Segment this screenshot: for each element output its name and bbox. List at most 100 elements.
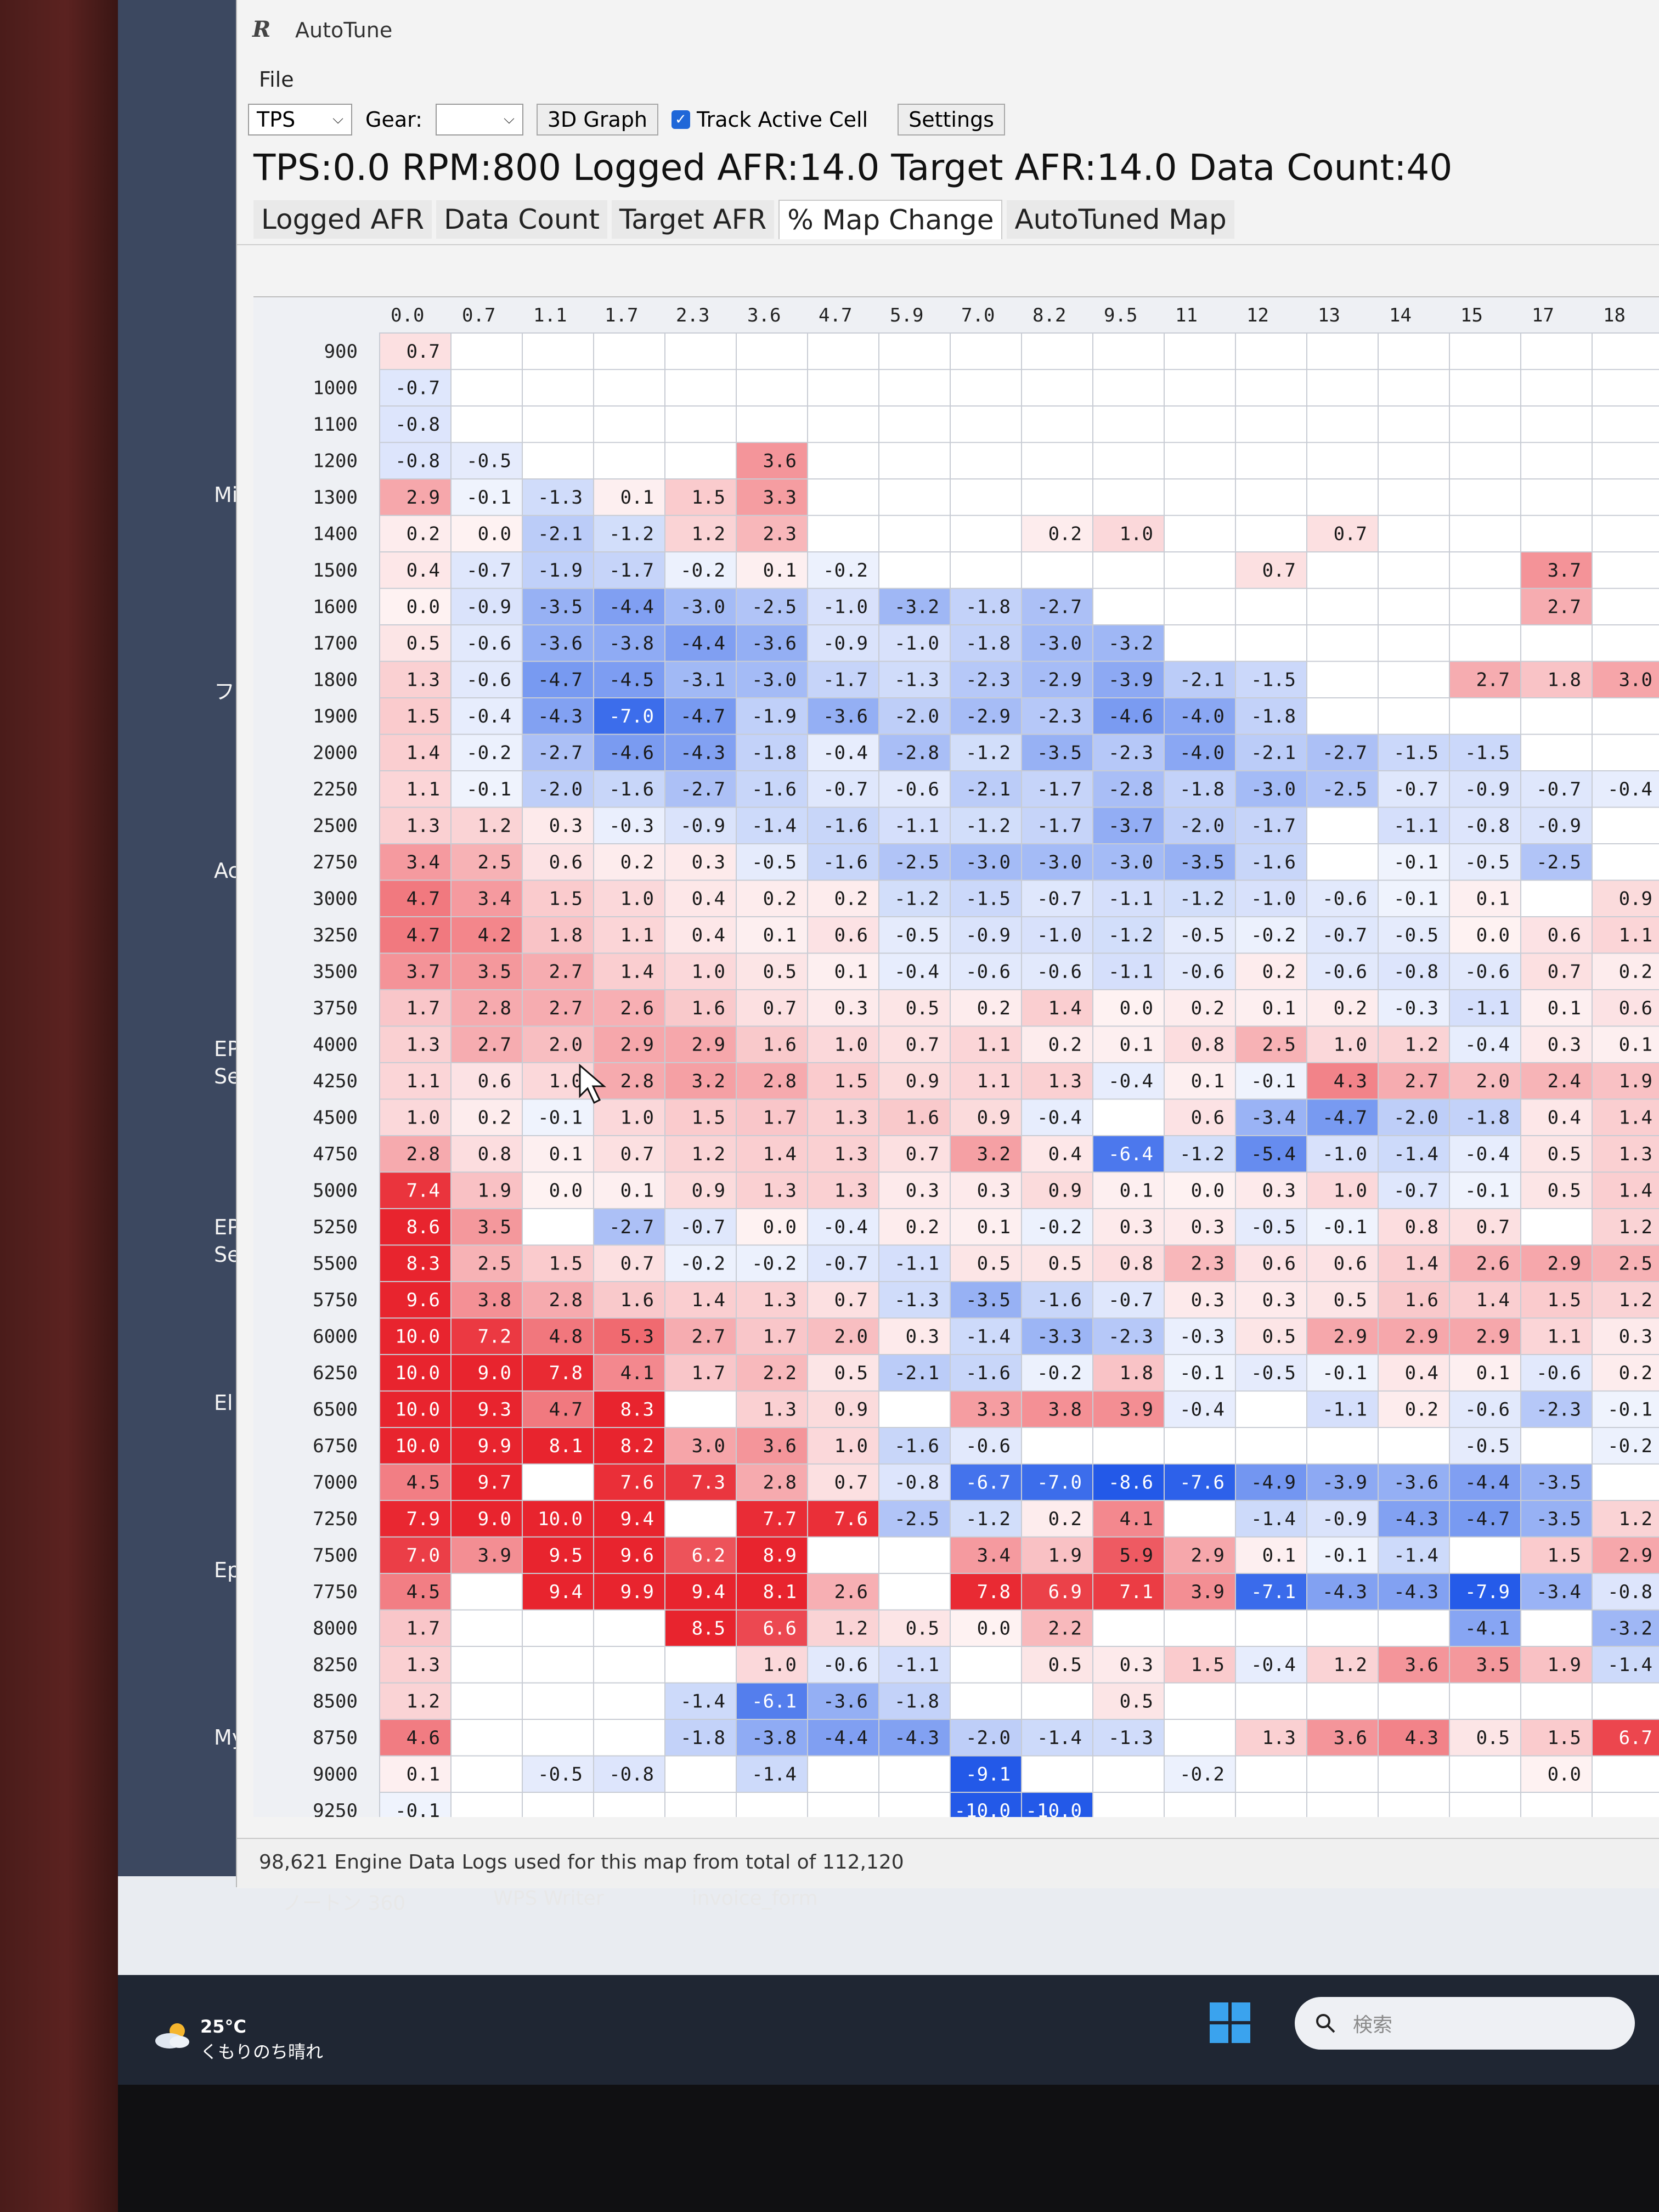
map-cell[interactable] xyxy=(878,1354,951,1392)
map-cell[interactable] xyxy=(1306,551,1379,589)
map-cell[interactable] xyxy=(664,1171,737,1209)
map-cell[interactable] xyxy=(1449,588,1521,625)
map-cell[interactable] xyxy=(450,1755,523,1793)
map-cell[interactable] xyxy=(950,661,1022,698)
map-cell[interactable] xyxy=(1449,551,1521,589)
map-cell[interactable] xyxy=(379,1682,452,1720)
map-cell[interactable] xyxy=(1092,478,1165,516)
title-bar[interactable]: R AutoTune xyxy=(237,0,1659,60)
map-cell[interactable] xyxy=(1164,332,1236,370)
map-cell[interactable] xyxy=(664,369,737,407)
map-cell[interactable] xyxy=(522,1719,594,1757)
shortcut-label[interactable]: ノートン 360 xyxy=(283,1892,406,1915)
track-active-cell-checkbox[interactable]: ✓ Track Active Cell xyxy=(671,108,868,132)
map-cell[interactable] xyxy=(593,1208,665,1246)
map-cell[interactable] xyxy=(736,1208,808,1246)
map-cell[interactable] xyxy=(736,1609,808,1647)
map-cell[interactable] xyxy=(1592,442,1659,479)
map-cell[interactable] xyxy=(522,1281,594,1319)
map-cell[interactable] xyxy=(1306,661,1379,698)
map-cell[interactable] xyxy=(1235,1719,1307,1757)
map-cell[interactable] xyxy=(1092,1281,1165,1319)
map-cell[interactable] xyxy=(807,1098,879,1136)
map-cell[interactable] xyxy=(379,1025,452,1063)
map-cell[interactable] xyxy=(950,1609,1022,1647)
map-cell[interactable] xyxy=(522,1244,594,1282)
map-cell[interactable] xyxy=(736,1098,808,1136)
map-cell[interactable] xyxy=(1520,1573,1593,1611)
map-cell[interactable] xyxy=(593,1135,665,1173)
map-cell[interactable] xyxy=(1449,989,1521,1027)
map-cell[interactable] xyxy=(664,1062,737,1100)
map-cell[interactable] xyxy=(1164,588,1236,625)
map-cell[interactable] xyxy=(807,551,879,589)
map-cell[interactable] xyxy=(1378,989,1450,1027)
map-cell[interactable] xyxy=(664,1208,737,1246)
map-cell[interactable] xyxy=(950,1755,1022,1793)
map-cell[interactable] xyxy=(1164,1317,1236,1355)
map-cell[interactable] xyxy=(736,1244,808,1282)
map-cell[interactable] xyxy=(1306,1098,1379,1136)
map-cell[interactable] xyxy=(878,1682,951,1720)
map-cell[interactable] xyxy=(1021,1244,1093,1282)
map-cell[interactable] xyxy=(1306,369,1379,407)
map-cell[interactable] xyxy=(379,1755,452,1793)
map-cell[interactable] xyxy=(807,442,879,479)
map-cell[interactable] xyxy=(878,369,951,407)
map-cell[interactable] xyxy=(736,843,808,881)
map-cell[interactable] xyxy=(950,1682,1022,1720)
map-cell[interactable] xyxy=(878,405,951,443)
map-cell[interactable] xyxy=(950,332,1022,370)
map-cell[interactable] xyxy=(1306,1573,1379,1611)
map-cell[interactable] xyxy=(1164,806,1236,844)
map-cell[interactable] xyxy=(1592,1682,1659,1720)
map-cell[interactable] xyxy=(950,442,1022,479)
map-cell[interactable] xyxy=(1520,733,1593,771)
map-cell[interactable] xyxy=(1306,588,1379,625)
map-cell[interactable] xyxy=(1449,1098,1521,1136)
map-cell[interactable] xyxy=(807,1390,879,1428)
map-cell[interactable] xyxy=(1449,1463,1521,1501)
menu-file[interactable]: File xyxy=(259,67,294,92)
map-cell[interactable] xyxy=(450,1025,523,1063)
map-cell[interactable] xyxy=(1021,1025,1093,1063)
map-cell[interactable] xyxy=(664,1609,737,1647)
map-cell[interactable] xyxy=(878,1025,951,1063)
map-cell[interactable] xyxy=(807,1682,879,1720)
map-cell[interactable] xyxy=(878,515,951,552)
map-cell[interactable] xyxy=(878,843,951,881)
map-cell[interactable] xyxy=(522,1500,594,1538)
map-cell[interactable] xyxy=(1092,551,1165,589)
map-cell[interactable] xyxy=(450,697,523,735)
map-cell[interactable] xyxy=(1235,1244,1307,1282)
map-cell[interactable] xyxy=(1449,369,1521,407)
map-cell[interactable] xyxy=(736,952,808,990)
map-cell[interactable] xyxy=(1092,661,1165,698)
map-cell[interactable] xyxy=(1021,1609,1093,1647)
map-cell[interactable] xyxy=(1592,1354,1659,1392)
map-cell[interactable] xyxy=(1592,1609,1659,1647)
map-cell[interactable] xyxy=(1449,1062,1521,1100)
map-cell[interactable] xyxy=(1520,1792,1593,1817)
map-cell[interactable] xyxy=(1164,1135,1236,1173)
map-cell[interactable] xyxy=(878,624,951,662)
map-cell[interactable] xyxy=(1449,624,1521,662)
map-cell[interactable] xyxy=(736,1025,808,1063)
map-cell[interactable] xyxy=(807,1208,879,1246)
map-cell[interactable] xyxy=(1378,405,1450,443)
map-cell[interactable] xyxy=(1449,1792,1521,1817)
map-cell[interactable] xyxy=(736,1536,808,1574)
map-cell[interactable] xyxy=(1092,624,1165,662)
map-cell[interactable] xyxy=(1021,405,1093,443)
map-cell[interactable] xyxy=(878,478,951,516)
map-cell[interactable] xyxy=(1092,332,1165,370)
map-cell[interactable] xyxy=(450,733,523,771)
tab-autotuned-map[interactable]: AutoTuned Map xyxy=(1007,200,1234,239)
map-cell[interactable] xyxy=(1164,442,1236,479)
map-cell[interactable] xyxy=(1306,332,1379,370)
map-cell[interactable] xyxy=(950,1135,1022,1173)
map-cell[interactable] xyxy=(1235,1755,1307,1793)
map-cell[interactable] xyxy=(1592,1536,1659,1574)
map-cell[interactable] xyxy=(807,1354,879,1392)
map-cell[interactable] xyxy=(736,332,808,370)
